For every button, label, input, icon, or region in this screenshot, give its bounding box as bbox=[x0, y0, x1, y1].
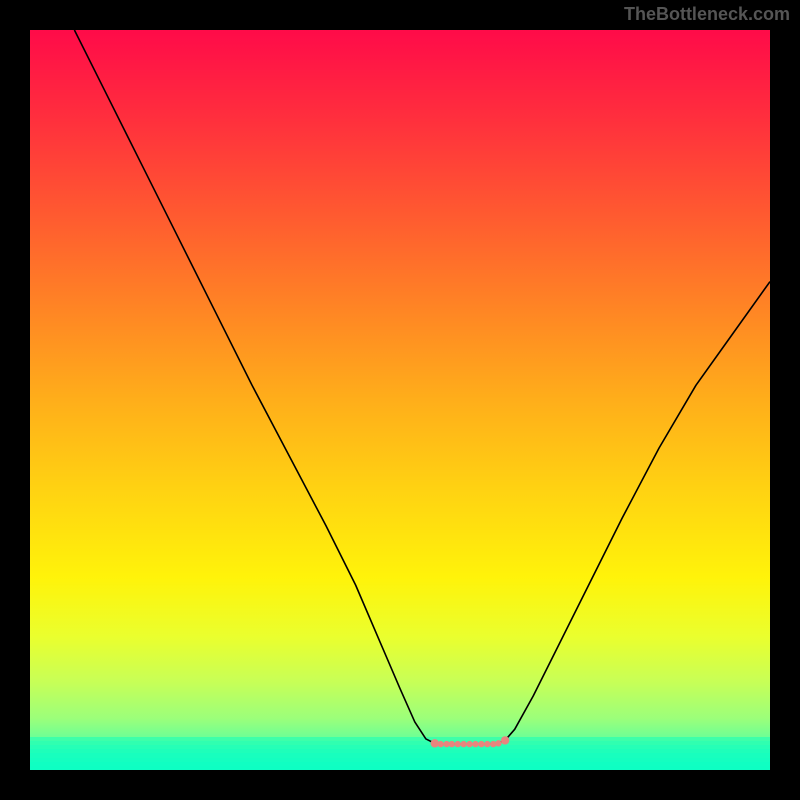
curve-marker bbox=[478, 741, 484, 747]
watermark-text: TheBottleneck.com bbox=[624, 4, 790, 25]
curve-marker bbox=[460, 741, 466, 747]
curve-marker bbox=[501, 736, 509, 744]
curve-path bbox=[74, 30, 770, 744]
curve-marker bbox=[455, 741, 461, 747]
curve-marker bbox=[466, 741, 472, 747]
curve-marker bbox=[472, 741, 478, 747]
curve-marker bbox=[484, 741, 490, 747]
curve-marker bbox=[438, 741, 444, 747]
curve-marker bbox=[495, 740, 501, 746]
bottleneck-curve bbox=[30, 30, 770, 770]
chart-container: TheBottleneck.com bbox=[0, 0, 800, 800]
curve-marker bbox=[449, 741, 455, 747]
plot-area bbox=[30, 30, 770, 770]
